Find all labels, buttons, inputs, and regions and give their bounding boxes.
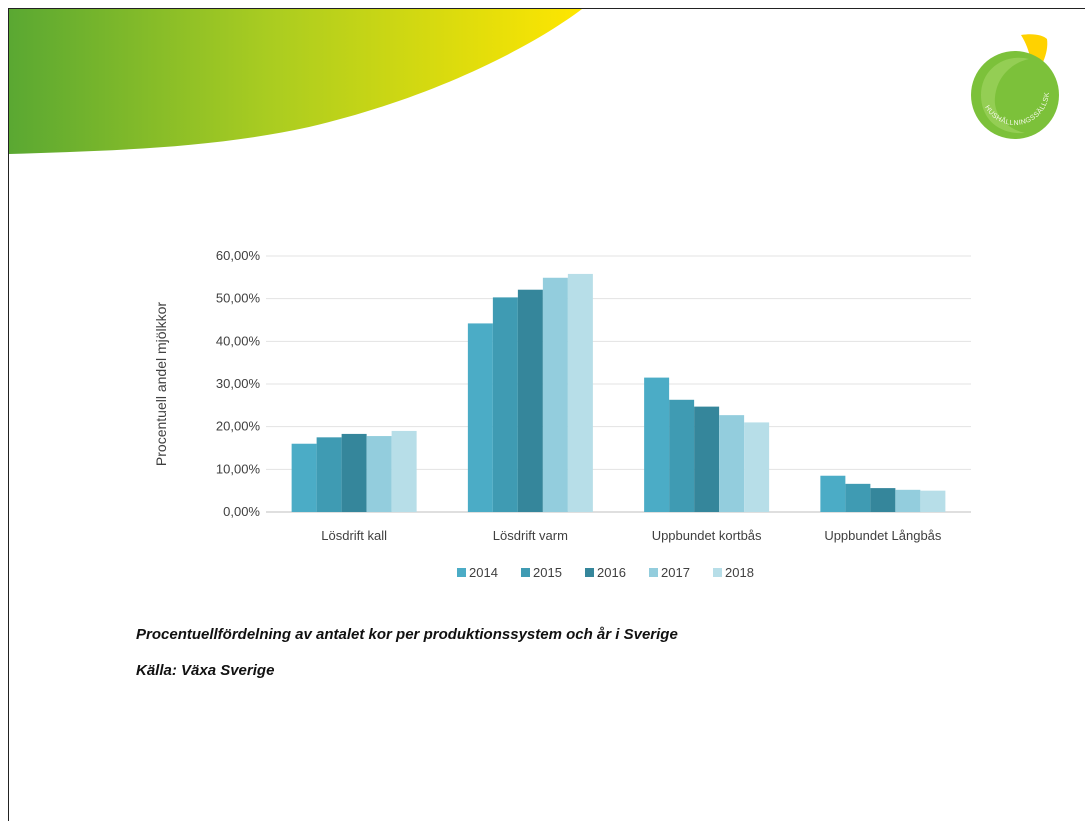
chart-caption: Procentuellfördelning av antalet kor per… — [136, 626, 678, 643]
bar-2017-4 — [895, 489, 921, 512]
legend-swatch-2016 — [585, 568, 594, 577]
y-axis-label: Procentuell andel mjölkkor — [153, 302, 169, 467]
bar-2015-2 — [492, 297, 518, 512]
bar-2017-2 — [542, 277, 568, 512]
legend-label-2017: 2017 — [661, 565, 690, 580]
header-swoosh — [9, 9, 582, 154]
y-tick-label: 0,00% — [223, 504, 260, 519]
legend-label-2014: 2014 — [469, 565, 498, 580]
y-tick-label: 50,00% — [216, 291, 261, 306]
y-tick-label: 10,00% — [216, 461, 261, 476]
y-tick-label: 40,00% — [216, 333, 261, 348]
category-label: Uppbundet kortbås — [652, 528, 762, 543]
bar-2016-2 — [517, 289, 543, 512]
y-tick-label: 60,00% — [216, 248, 261, 263]
legend-swatch-2017 — [649, 568, 658, 577]
bar-2018-4 — [920, 490, 946, 512]
hushallningssallskapet-logo-icon: HUSHÅLLNINGSSÄLLSKAPET — [971, 29, 1059, 139]
legend-swatch-2018 — [713, 568, 722, 577]
legend-swatch-2015 — [521, 568, 530, 577]
y-tick-label: 20,00% — [216, 419, 261, 434]
bar-2017-1 — [366, 436, 392, 512]
legend-label-2018: 2018 — [725, 565, 754, 580]
bar-chart: 0,00% 10,00% 20,00% 30,00% 40,00% 50,00% 60,00… — [153, 248, 971, 580]
bar-2018-3 — [744, 422, 770, 512]
slide: HUSHÅLLNINGSSÄLLSKAPET 0,00% 10,00% 20,00%… — [8, 8, 1085, 821]
bar-2018-1 — [391, 430, 417, 512]
y-tick-label: 30,00% — [216, 376, 261, 391]
source-note: Källa: Växa Sverige — [136, 662, 275, 679]
legend-label-2015: 2015 — [533, 565, 562, 580]
bar-2016-1 — [341, 433, 367, 512]
category-label: Lösdrift kall — [321, 528, 387, 543]
bar-2014-1 — [291, 443, 317, 512]
bar-2016-3 — [694, 406, 720, 512]
bar-2014-3 — [644, 377, 670, 512]
bar-2015-1 — [316, 437, 342, 512]
bar-2015-3 — [669, 399, 695, 512]
bar-2018-2 — [567, 273, 593, 512]
legend-swatch-2014 — [457, 568, 466, 577]
bar-2017-3 — [719, 415, 745, 512]
bar-2014-2 — [467, 323, 493, 512]
bar-2015-4 — [845, 483, 871, 512]
category-label: Uppbundet Långbås — [824, 528, 942, 543]
bar-2014-4 — [820, 475, 846, 512]
bar-2016-4 — [870, 488, 896, 512]
category-label: Lösdrift varm — [493, 528, 568, 543]
legend-label-2016: 2016 — [597, 565, 626, 580]
